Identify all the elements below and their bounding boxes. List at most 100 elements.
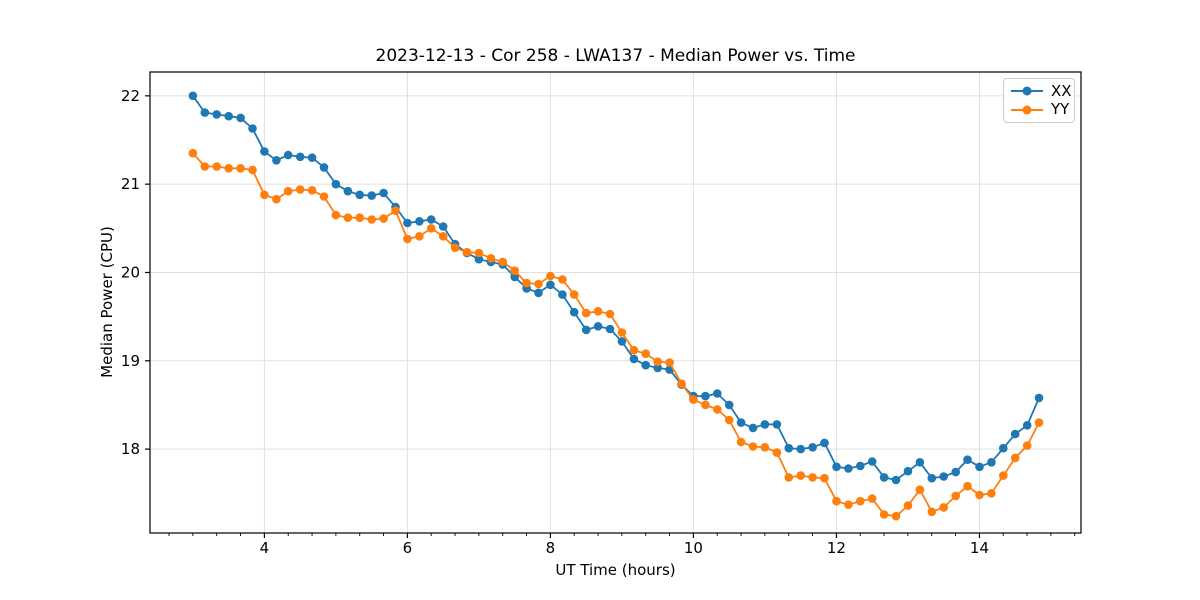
data-point-xx bbox=[403, 218, 412, 228]
data-point-yy bbox=[569, 290, 579, 299]
data-point-xx bbox=[248, 124, 257, 133]
data-point-xx bbox=[438, 222, 448, 231]
series-xx bbox=[188, 91, 1044, 485]
data-point-yy bbox=[808, 473, 817, 482]
data-point-xx bbox=[415, 217, 424, 226]
data-point-yy bbox=[200, 162, 210, 171]
data-point-xx bbox=[605, 324, 615, 334]
data-point-yy bbox=[999, 471, 1008, 480]
data-point-xx bbox=[963, 455, 972, 465]
data-point-xx bbox=[975, 462, 984, 472]
data-point-yy bbox=[224, 164, 233, 173]
data-point-yy bbox=[593, 307, 603, 316]
data-point-yy bbox=[927, 507, 937, 517]
data-point-xx bbox=[653, 363, 662, 373]
y-tick-label: 21 bbox=[121, 175, 140, 193]
data-point-xx bbox=[748, 423, 758, 433]
data-point-yy bbox=[653, 357, 662, 367]
data-point-yy bbox=[844, 500, 853, 510]
data-point-xx bbox=[534, 288, 543, 298]
data-point-xx bbox=[343, 186, 353, 196]
data-point-xx bbox=[999, 443, 1008, 453]
data-point-xx bbox=[355, 190, 365, 200]
data-point-yy bbox=[355, 213, 365, 222]
data-point-xx bbox=[200, 108, 210, 117]
data-point-yy bbox=[438, 232, 448, 241]
data-point-xx bbox=[951, 467, 960, 477]
data-point-xx bbox=[867, 457, 877, 466]
data-point-yy bbox=[701, 400, 710, 410]
x-tick-label: 14 bbox=[970, 539, 989, 557]
y-tick-label: 22 bbox=[121, 87, 140, 105]
y-axis-ticks: 18 19 20 21 22 bbox=[121, 87, 150, 458]
data-point-xx bbox=[558, 290, 567, 299]
data-point-yy bbox=[963, 481, 972, 491]
y-tick-label: 18 bbox=[121, 440, 140, 458]
data-point-xx bbox=[629, 354, 639, 364]
data-point-yy bbox=[426, 224, 436, 233]
legend-label-xx: XX bbox=[1051, 81, 1072, 100]
data-point-xx bbox=[808, 443, 817, 452]
legend-marker-yy bbox=[1011, 108, 1043, 111]
data-point-xx bbox=[832, 462, 841, 472]
y-tick-label: 20 bbox=[121, 263, 140, 281]
data-point-yy bbox=[772, 448, 782, 457]
data-point-xx bbox=[426, 215, 436, 224]
data-point-xx bbox=[939, 472, 948, 481]
data-point-yy bbox=[1022, 441, 1032, 450]
data-point-yy bbox=[689, 395, 698, 404]
data-point-yy bbox=[510, 266, 519, 276]
data-point-xx bbox=[879, 473, 889, 482]
data-point-yy bbox=[581, 308, 591, 318]
data-point-xx bbox=[283, 150, 293, 160]
data-point-xx bbox=[593, 322, 603, 331]
data-point-yy bbox=[283, 186, 293, 196]
data-point-yy bbox=[987, 489, 996, 498]
plot-frame bbox=[149, 71, 1082, 534]
data-point-xx bbox=[796, 444, 805, 454]
legend-item-yy: YY bbox=[1011, 101, 1069, 119]
data-point-yy bbox=[379, 214, 388, 223]
data-point-yy bbox=[724, 415, 734, 425]
x-tick-label: 12 bbox=[827, 539, 846, 557]
x-tick-label: 10 bbox=[684, 539, 703, 557]
data-point-yy bbox=[307, 186, 317, 195]
y-axis-label: Median Power (CPU) bbox=[98, 226, 116, 378]
series-xx-line bbox=[192, 95, 1040, 481]
data-point-yy bbox=[236, 164, 245, 173]
data-point-yy bbox=[879, 510, 889, 519]
data-point-yy bbox=[486, 253, 496, 263]
data-point-yy bbox=[796, 471, 805, 480]
data-point-xx bbox=[307, 153, 317, 162]
data-point-xx bbox=[927, 473, 937, 483]
data-point-yy bbox=[760, 443, 770, 452]
data-point-yy bbox=[462, 247, 472, 257]
data-point-yy bbox=[558, 275, 567, 284]
data-point-xx bbox=[891, 475, 901, 485]
gridlines bbox=[150, 72, 1081, 533]
x-axis-ticks: 4 6 8 10 12 14 bbox=[168, 533, 1076, 557]
x-axis-label: UT Time (hours) bbox=[555, 561, 676, 579]
data-point-yy bbox=[713, 405, 722, 414]
data-point-yy bbox=[331, 210, 341, 220]
x-tick-label: 8 bbox=[546, 539, 556, 557]
data-point-xx bbox=[736, 418, 746, 427]
data-point-xx bbox=[856, 461, 865, 471]
data-point-xx bbox=[224, 111, 233, 121]
data-point-yy bbox=[975, 490, 984, 500]
data-point-xx bbox=[581, 325, 591, 335]
data-point-xx bbox=[915, 458, 925, 467]
data-point-yy bbox=[915, 485, 925, 495]
data-point-yy bbox=[891, 511, 901, 521]
data-point-yy bbox=[403, 234, 412, 244]
data-point-yy bbox=[248, 165, 257, 175]
data-point-yy bbox=[1010, 453, 1020, 463]
data-point-yy bbox=[212, 162, 221, 171]
data-point-xx bbox=[1034, 393, 1044, 403]
data-point-yy bbox=[391, 206, 400, 215]
data-point-yy bbox=[474, 248, 484, 258]
data-point-yy bbox=[903, 501, 913, 510]
data-point-xx bbox=[724, 400, 734, 410]
data-point-xx bbox=[713, 389, 722, 398]
